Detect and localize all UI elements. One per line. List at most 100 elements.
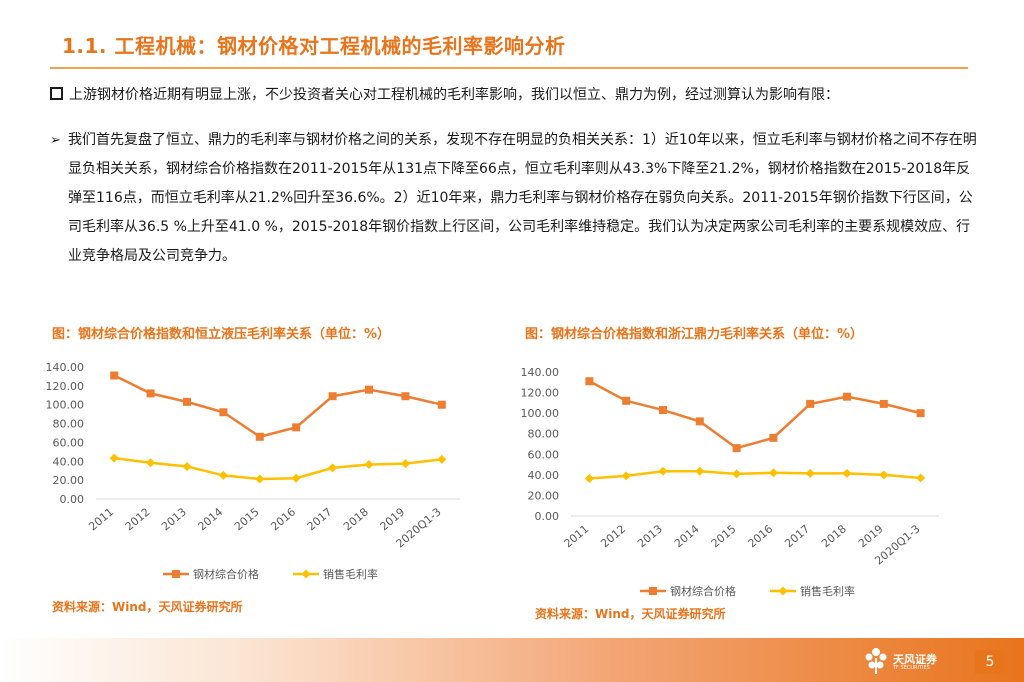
left-chart: 0.00 20.00 40.00 60.00 80.00 100.00 120.00 140.… bbox=[46, 361, 460, 581]
data-point bbox=[695, 417, 704, 426]
y-tick-label: 140.00 bbox=[46, 361, 85, 374]
slide-title: 1.1. 工程机械：钢材价格对工程机械的毛利率影响分析 bbox=[62, 34, 566, 58]
y-tick-label: 0.00 bbox=[535, 510, 560, 523]
y-tick-label: 40.00 bbox=[53, 455, 85, 468]
x-tick-label: 2013 bbox=[635, 522, 665, 550]
data-point bbox=[658, 466, 668, 476]
x-tick-label: 2012 bbox=[123, 505, 153, 533]
data-point bbox=[806, 399, 815, 408]
x-tick-label: 2019 bbox=[856, 522, 886, 550]
legend-marker bbox=[778, 586, 788, 596]
data-point bbox=[805, 468, 815, 478]
series-line bbox=[114, 456, 442, 481]
data-point bbox=[695, 466, 705, 476]
square-bullet-icon bbox=[50, 87, 63, 100]
data-point bbox=[437, 400, 446, 409]
legend-marker bbox=[301, 569, 311, 579]
data-point bbox=[842, 468, 852, 478]
data-point bbox=[183, 397, 191, 406]
logo-text: 天风证券 bbox=[893, 653, 937, 666]
data-point bbox=[328, 463, 338, 473]
y-tick-label: 140.00 bbox=[521, 366, 560, 379]
x-tick-label: 2019 bbox=[378, 505, 408, 533]
arrow-bullet-icon: ➢ bbox=[50, 133, 61, 148]
data-point bbox=[437, 454, 447, 464]
data-point bbox=[328, 392, 337, 401]
page-number: 5 bbox=[975, 650, 1005, 674]
data-point bbox=[916, 473, 926, 483]
data-point bbox=[146, 458, 156, 468]
data-point bbox=[364, 459, 374, 469]
data-point bbox=[622, 396, 631, 405]
data-point bbox=[768, 468, 778, 478]
y-tick-label: 0.00 bbox=[60, 493, 85, 506]
x-tick-label: 2012 bbox=[598, 522, 628, 550]
y-tick-label: 120.00 bbox=[46, 380, 85, 393]
legend-label: 钢材综合价格 bbox=[670, 584, 736, 598]
data-point bbox=[879, 470, 889, 480]
left-chart-source: 资料来源：Wind，天风证券研究所 bbox=[52, 600, 243, 614]
x-tick-label: 2014 bbox=[196, 505, 226, 533]
data-point bbox=[659, 406, 667, 415]
x-tick-label: 2017 bbox=[305, 505, 335, 533]
legend-label: 销售毛利率 bbox=[800, 584, 855, 598]
data-point bbox=[291, 473, 301, 483]
x-tick-label: 2016 bbox=[268, 505, 298, 533]
x-tick-label: 2016 bbox=[746, 522, 776, 550]
x-tick-label: 2011 bbox=[562, 522, 592, 550]
series-line bbox=[589, 470, 921, 480]
title-divider bbox=[50, 67, 968, 69]
x-tick-label: 2017 bbox=[782, 522, 812, 550]
data-point bbox=[401, 392, 410, 401]
footer-band bbox=[0, 638, 1024, 682]
data-point bbox=[255, 432, 264, 441]
analysis-paragraph-text: 我们首先复盘了恒立、鼎力的毛利率与钢材价格之间的关系，发现不存在明显的负相关关系… bbox=[68, 132, 977, 264]
y-tick-label: 20.00 bbox=[528, 489, 560, 502]
x-tick-label: 2018 bbox=[341, 505, 371, 533]
y-tick-label: 120.00 bbox=[521, 387, 560, 400]
data-point bbox=[879, 399, 888, 408]
data-point bbox=[182, 461, 192, 471]
data-point bbox=[110, 371, 119, 380]
y-tick-label: 60.00 bbox=[53, 436, 85, 449]
data-point bbox=[365, 385, 373, 394]
y-tick-label: 60.00 bbox=[528, 448, 560, 461]
legend-marker bbox=[172, 570, 180, 578]
series-line bbox=[113, 374, 443, 439]
data-point bbox=[916, 409, 925, 418]
x-tick-label: 2014 bbox=[672, 522, 702, 550]
data-point bbox=[585, 377, 594, 386]
data-point bbox=[219, 408, 228, 417]
data-point bbox=[292, 423, 301, 432]
x-tick-label: 2015 bbox=[709, 522, 739, 550]
right-chart-title: 图：钢材综合价格指数和浙江鼎力毛利率关系（单位：%） bbox=[525, 327, 864, 342]
summary-bullet-text: 上游钢材价格近期有明显上涨，不少投资者关心对工程机械的毛利率影响，我们以恒立、鼎… bbox=[69, 87, 839, 103]
y-tick-label: 100.00 bbox=[521, 407, 560, 420]
x-tick-label: 2015 bbox=[232, 505, 262, 533]
legend-label: 销售毛利率 bbox=[323, 567, 378, 581]
y-tick-label: 80.00 bbox=[528, 428, 560, 441]
right-chart: 0.00 20.00 40.00 60.00 80.00 100.00 120.00 140.… bbox=[521, 366, 939, 598]
tf-securities-logo-icon bbox=[865, 648, 887, 674]
left-chart-title: 图：钢材综合价格指数和恒立液压毛利率关系（单位：%） bbox=[52, 327, 391, 342]
right-chart-source: 资料来源：Wind，天风证券研究所 bbox=[535, 607, 726, 621]
analysis-paragraph: ➢ 我们首先复盘了恒立、鼎力的毛利率与钢材价格之间的关系，发现不存在明显的负相关… bbox=[50, 126, 980, 271]
logo-subtext: TF SECURITIES bbox=[893, 665, 930, 671]
y-tick-label: 40.00 bbox=[528, 469, 560, 482]
series-line bbox=[588, 380, 921, 450]
data-point bbox=[146, 389, 155, 398]
y-tick-label: 20.00 bbox=[53, 474, 85, 487]
data-point bbox=[584, 473, 594, 483]
y-tick-label: 80.00 bbox=[53, 418, 85, 431]
legend-marker bbox=[649, 587, 657, 595]
legend-label: 钢材综合价格 bbox=[193, 567, 259, 581]
data-point bbox=[769, 433, 778, 442]
data-point bbox=[255, 474, 265, 484]
data-point bbox=[732, 469, 742, 479]
data-point bbox=[843, 392, 851, 401]
x-tick-label: 2013 bbox=[159, 505, 189, 533]
summary-bullet: 上游钢材价格近期有明显上涨，不少投资者关心对工程机械的毛利率影响，我们以恒立、鼎… bbox=[50, 84, 990, 106]
y-tick-label: 100.00 bbox=[46, 399, 85, 412]
data-point bbox=[109, 453, 119, 463]
x-tick-label: 2018 bbox=[819, 522, 849, 550]
